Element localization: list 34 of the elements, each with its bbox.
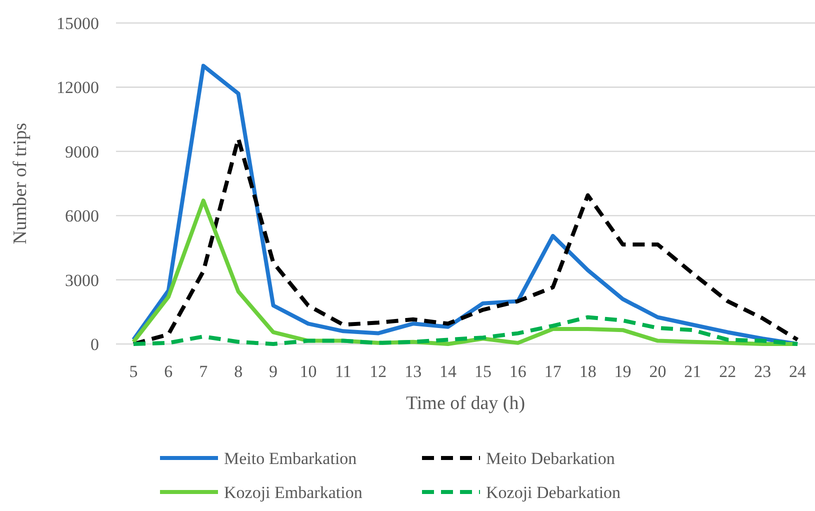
x-tick-label: 7: [199, 362, 208, 381]
legend-label: Meito Debarkation: [486, 448, 616, 468]
x-tick-label: 9: [269, 362, 278, 381]
legend-label: Kozoji Debarkation: [486, 482, 622, 502]
x-tick-label: 16: [509, 362, 526, 381]
legend-label: Meito Embarkation: [224, 448, 358, 468]
x-tick-label: 8: [234, 362, 243, 381]
x-tick-label: 5: [129, 362, 138, 381]
x-axis-title: Time of day (h): [406, 393, 526, 414]
x-tick-label: 13: [404, 362, 422, 381]
y-tick-label: 0: [90, 334, 99, 354]
x-tick-label: 15: [474, 362, 492, 381]
x-tick-label: 17: [544, 362, 562, 381]
x-tick-label: 20: [649, 362, 666, 381]
y-tick-label: 9000: [65, 142, 99, 162]
x-tick-label: 23: [754, 362, 772, 381]
legend-label: Kozoji Embarkation: [224, 482, 363, 502]
x-tick-label: 19: [614, 362, 632, 381]
x-tick-label: 24: [789, 362, 807, 381]
x-tick-label: 12: [370, 362, 387, 381]
y-tick-label: 6000: [65, 206, 99, 226]
x-tick-label: 14: [440, 362, 458, 381]
x-tick-label: 21: [684, 362, 702, 381]
x-tick-label: 22: [719, 362, 736, 381]
x-tick-label: 6: [164, 362, 173, 381]
y-tick-label: 3000: [65, 270, 99, 290]
line-series: [131, 315, 800, 346]
y-tick-label: 15000: [56, 14, 99, 33]
y-tick-label: 12000: [56, 78, 99, 98]
line-series: [131, 136, 800, 346]
x-tick-label: 18: [579, 362, 596, 381]
x-tick-label: 10: [300, 362, 317, 381]
x-tick-label: 11: [334, 362, 352, 381]
y-axis-title: Number of trips: [10, 122, 31, 244]
